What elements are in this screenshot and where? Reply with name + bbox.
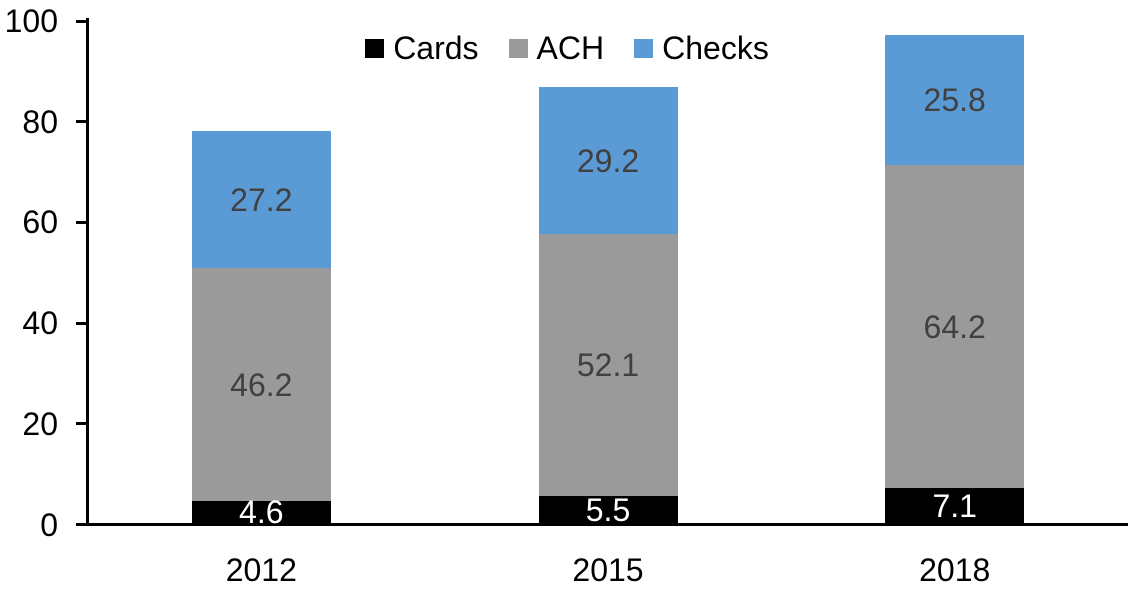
y-axis-tick bbox=[76, 321, 87, 325]
legend-item-label: Cards bbox=[393, 30, 479, 66]
segment-data-label: 46.2 bbox=[230, 366, 293, 403]
y-axis-tick-label: 60 bbox=[22, 204, 58, 241]
y-axis-tick-label: 100 bbox=[4, 3, 58, 39]
bar-segment-cards-2018: 7.1 bbox=[885, 488, 1025, 525]
y-axis-tick bbox=[76, 220, 87, 224]
bar-segment-checks-2018: 25.8 bbox=[885, 35, 1025, 166]
y-axis-tick-label: 80 bbox=[22, 103, 58, 140]
x-axis-label-2012: 2012 bbox=[225, 552, 297, 588]
legend-item-label: ACH bbox=[536, 30, 605, 66]
segment-data-label: 29.2 bbox=[576, 142, 640, 179]
bar-2015: 5.5 52.1 29.2 bbox=[538, 87, 678, 529]
bar-segment-ach-2018: 64.2 bbox=[885, 165, 1025, 489]
x-axis-line bbox=[76, 523, 1128, 526]
bar-segment-ach-2015: 52.1 bbox=[538, 234, 678, 497]
legend-item-label: Checks bbox=[662, 30, 769, 66]
y-axis-line bbox=[86, 18, 89, 526]
x-axis-label-2018: 2018 bbox=[919, 552, 991, 588]
segment-data-label: 27.2 bbox=[230, 181, 293, 218]
y-axis-tick-label: 40 bbox=[22, 305, 58, 342]
segment-data-label: 4.6 bbox=[239, 494, 284, 531]
x-axis-label-2015: 2015 bbox=[572, 552, 644, 588]
segment-data-label: 52.1 bbox=[576, 347, 640, 384]
segment-data-label: 5.5 bbox=[585, 492, 631, 529]
chart-legend: Cards ACH Checks bbox=[0, 32, 1134, 64]
segment-data-label: 64.2 bbox=[923, 308, 986, 345]
legend-swatch-ach-icon bbox=[508, 38, 528, 58]
segment-data-label: 25.8 bbox=[923, 82, 986, 119]
legend-item-checks: Checks bbox=[634, 32, 769, 64]
y-axis-tick bbox=[76, 523, 87, 526]
y-axis-tick bbox=[76, 19, 87, 23]
legend-item-cards: Cards bbox=[365, 30, 479, 66]
bar-2012: 4.6 46.2 27.2 bbox=[191, 131, 331, 528]
legend-swatch-checks-icon bbox=[634, 38, 654, 58]
bar-segment-cards-2015: 5.5 bbox=[538, 492, 678, 529]
bar-segment-checks-2012: 27.2 bbox=[191, 131, 331, 269]
y-axis-tick-label: 20 bbox=[22, 405, 58, 442]
bar-segment-cards-2012: 4.6 bbox=[191, 496, 331, 528]
bar-segment-ach-2012: 46.2 bbox=[191, 268, 331, 501]
segment-data-label: 7.1 bbox=[932, 488, 977, 525]
y-axis-tick bbox=[76, 120, 87, 124]
legend-swatch-cards-icon bbox=[365, 38, 385, 58]
y-axis-tick-label: 0 bbox=[40, 506, 58, 543]
bar-2018: 7.1 64.2 25.8 bbox=[885, 35, 1025, 525]
bar-segment-checks-2015: 29.2 bbox=[538, 87, 678, 235]
y-axis-tick bbox=[76, 422, 87, 426]
legend-item-ach: ACH bbox=[508, 30, 605, 66]
